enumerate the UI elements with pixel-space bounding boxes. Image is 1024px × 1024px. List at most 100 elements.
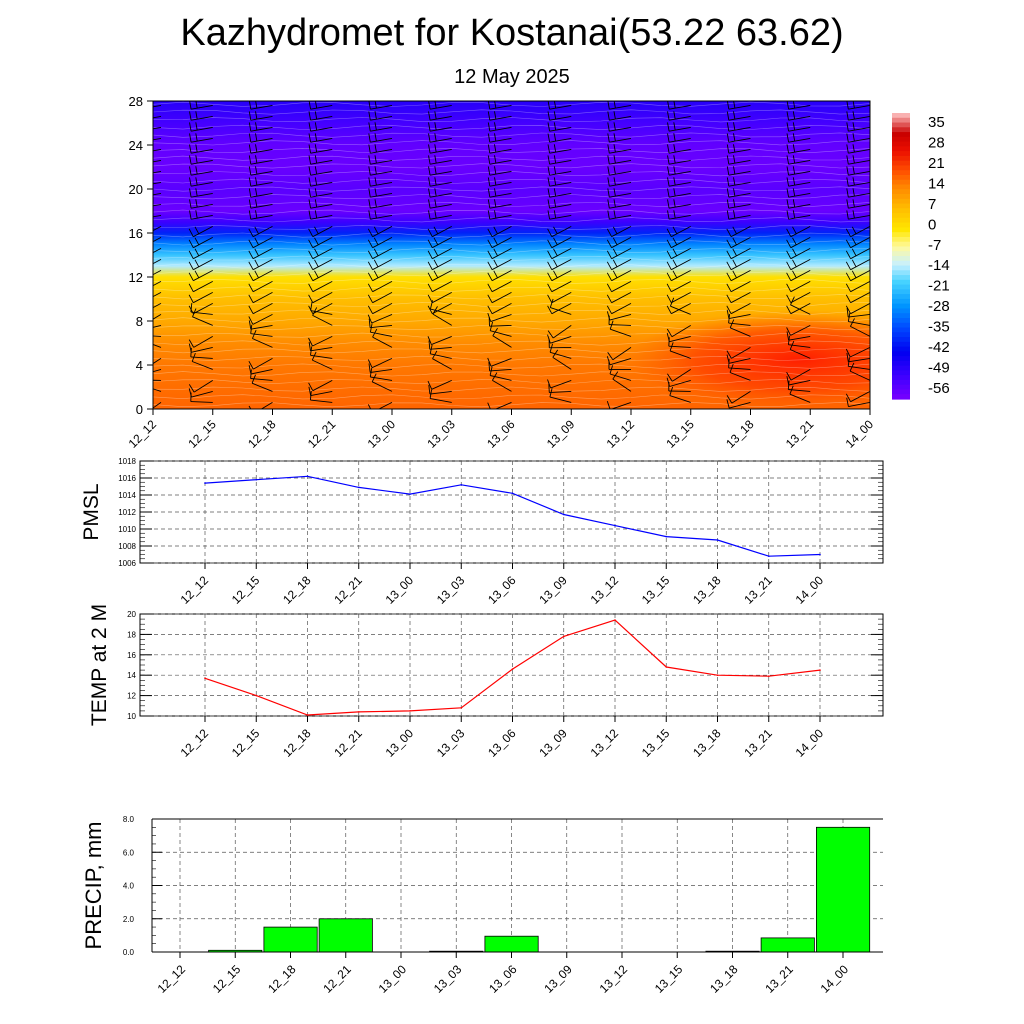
wind-barb [432,248,452,260]
wind-barb-flag [547,155,551,165]
wind-barb [252,237,273,249]
wind-barb-flag [547,133,551,143]
wind-barb [492,380,512,392]
wind-barb [489,203,512,209]
wind-barb-flag [367,404,372,409]
wind-barb [250,104,273,110]
wind-barb-flag [494,188,497,197]
wind-barb-flag [673,133,676,142]
wind-barb-flag [487,294,493,303]
wind-barb-flag [547,166,551,176]
wind-barb [250,170,273,176]
wind-barb-flag [852,133,855,142]
wind-barb [609,203,632,209]
wind-barb-flag [666,261,672,270]
wind-barb-flag [726,399,730,409]
x-tick-label: 12_18 [280,726,314,760]
wind-barb-flag [308,382,314,391]
isotherm-contour [153,224,870,231]
wind-barb-flag [308,210,312,220]
wind-barb-flag [852,144,855,153]
wind-barb [609,373,632,381]
wind-barb [848,170,870,176]
x-tick-label: 12_12 [126,417,160,451]
wind-barb-flag [248,283,254,292]
wind-barb [850,292,870,304]
wind-barb [669,203,691,209]
wind-barb-flag [667,133,670,143]
wind-barb [788,181,811,187]
y-axis-title: PRECIP, mm [81,822,106,950]
wind-barb-flag [373,259,379,268]
wind-barb-flag [792,226,797,235]
wind-barb-flag [248,261,254,270]
wind-barb-flag [367,359,373,368]
wind-barb-flag [144,100,145,108]
wind-barb-flag [547,283,553,292]
colorbar-swatch [892,174,910,181]
wind-barb [609,170,632,176]
wind-barb-flag [733,101,736,109]
wind-barb [549,170,572,176]
wind-barb [489,137,512,143]
wind-barb-flag [726,350,732,359]
isotherm-contour [153,263,870,269]
wind-barb-flag [733,155,736,164]
colorbar-swatch [892,365,910,371]
wind-barb [731,391,751,404]
wind-barb-flag [786,305,792,314]
data-point [460,484,463,486]
x-tick-label: 12_12 [155,962,189,996]
wind-barb [489,159,512,165]
wind-barb [250,126,273,132]
x-tick-label: 13_18 [723,417,757,451]
wind-barb [312,303,333,315]
colorbar-swatch [892,379,910,386]
isotherm-contour [153,340,870,346]
wind-barb-flag [726,199,730,209]
wind-barb-flag [790,296,795,305]
wind-barb-flag [144,155,145,163]
wind-barb-flag [667,122,670,132]
wind-barb [250,137,273,143]
colorbar-swatch [892,155,910,162]
wind-barb [153,203,162,207]
y-tick-label: 1006 [118,559,136,568]
wind-barb-flag [487,272,493,281]
wind-barb [669,192,691,198]
wind-barb-flag [726,283,732,292]
wind-barb-flag [144,177,145,185]
isotherm-contour [153,255,870,261]
wind-barb-flag [553,155,557,164]
wind-barb [609,357,632,366]
wind-barb [609,181,632,187]
wind-barb-flag [255,101,258,109]
wind-barb-flag [254,226,259,235]
wind-barb-flag [845,348,851,358]
wind-barb-flag [254,248,259,257]
wind-barb [310,192,333,198]
wind-barb [432,259,452,271]
colorbar-swatch [892,236,910,243]
wind-barb [788,192,811,198]
colorbar-swatch [892,375,910,381]
x-tick-label: 13_06 [484,417,518,451]
wind-barb-flag [726,354,730,364]
wind-barb-flag [190,303,193,313]
wind-barb-flag [493,259,498,268]
isotherm-contour [153,240,870,246]
wind-barb [153,402,162,409]
wind-barb [609,126,632,132]
colorbar-label: -56 [928,380,950,397]
wind-barb-flag [308,199,312,209]
wind-barb [252,303,273,315]
wind-barb-flag [553,199,557,208]
wind-barb-flag [607,122,610,132]
wind-barb-flag [786,155,790,165]
wind-barb-flag [194,259,200,268]
y-tick-label: 16 [129,226,143,241]
wind-barb-flag [188,239,194,248]
wind-barb-flag [667,101,670,110]
wind-barb [312,335,333,347]
wind-barb [372,292,393,304]
